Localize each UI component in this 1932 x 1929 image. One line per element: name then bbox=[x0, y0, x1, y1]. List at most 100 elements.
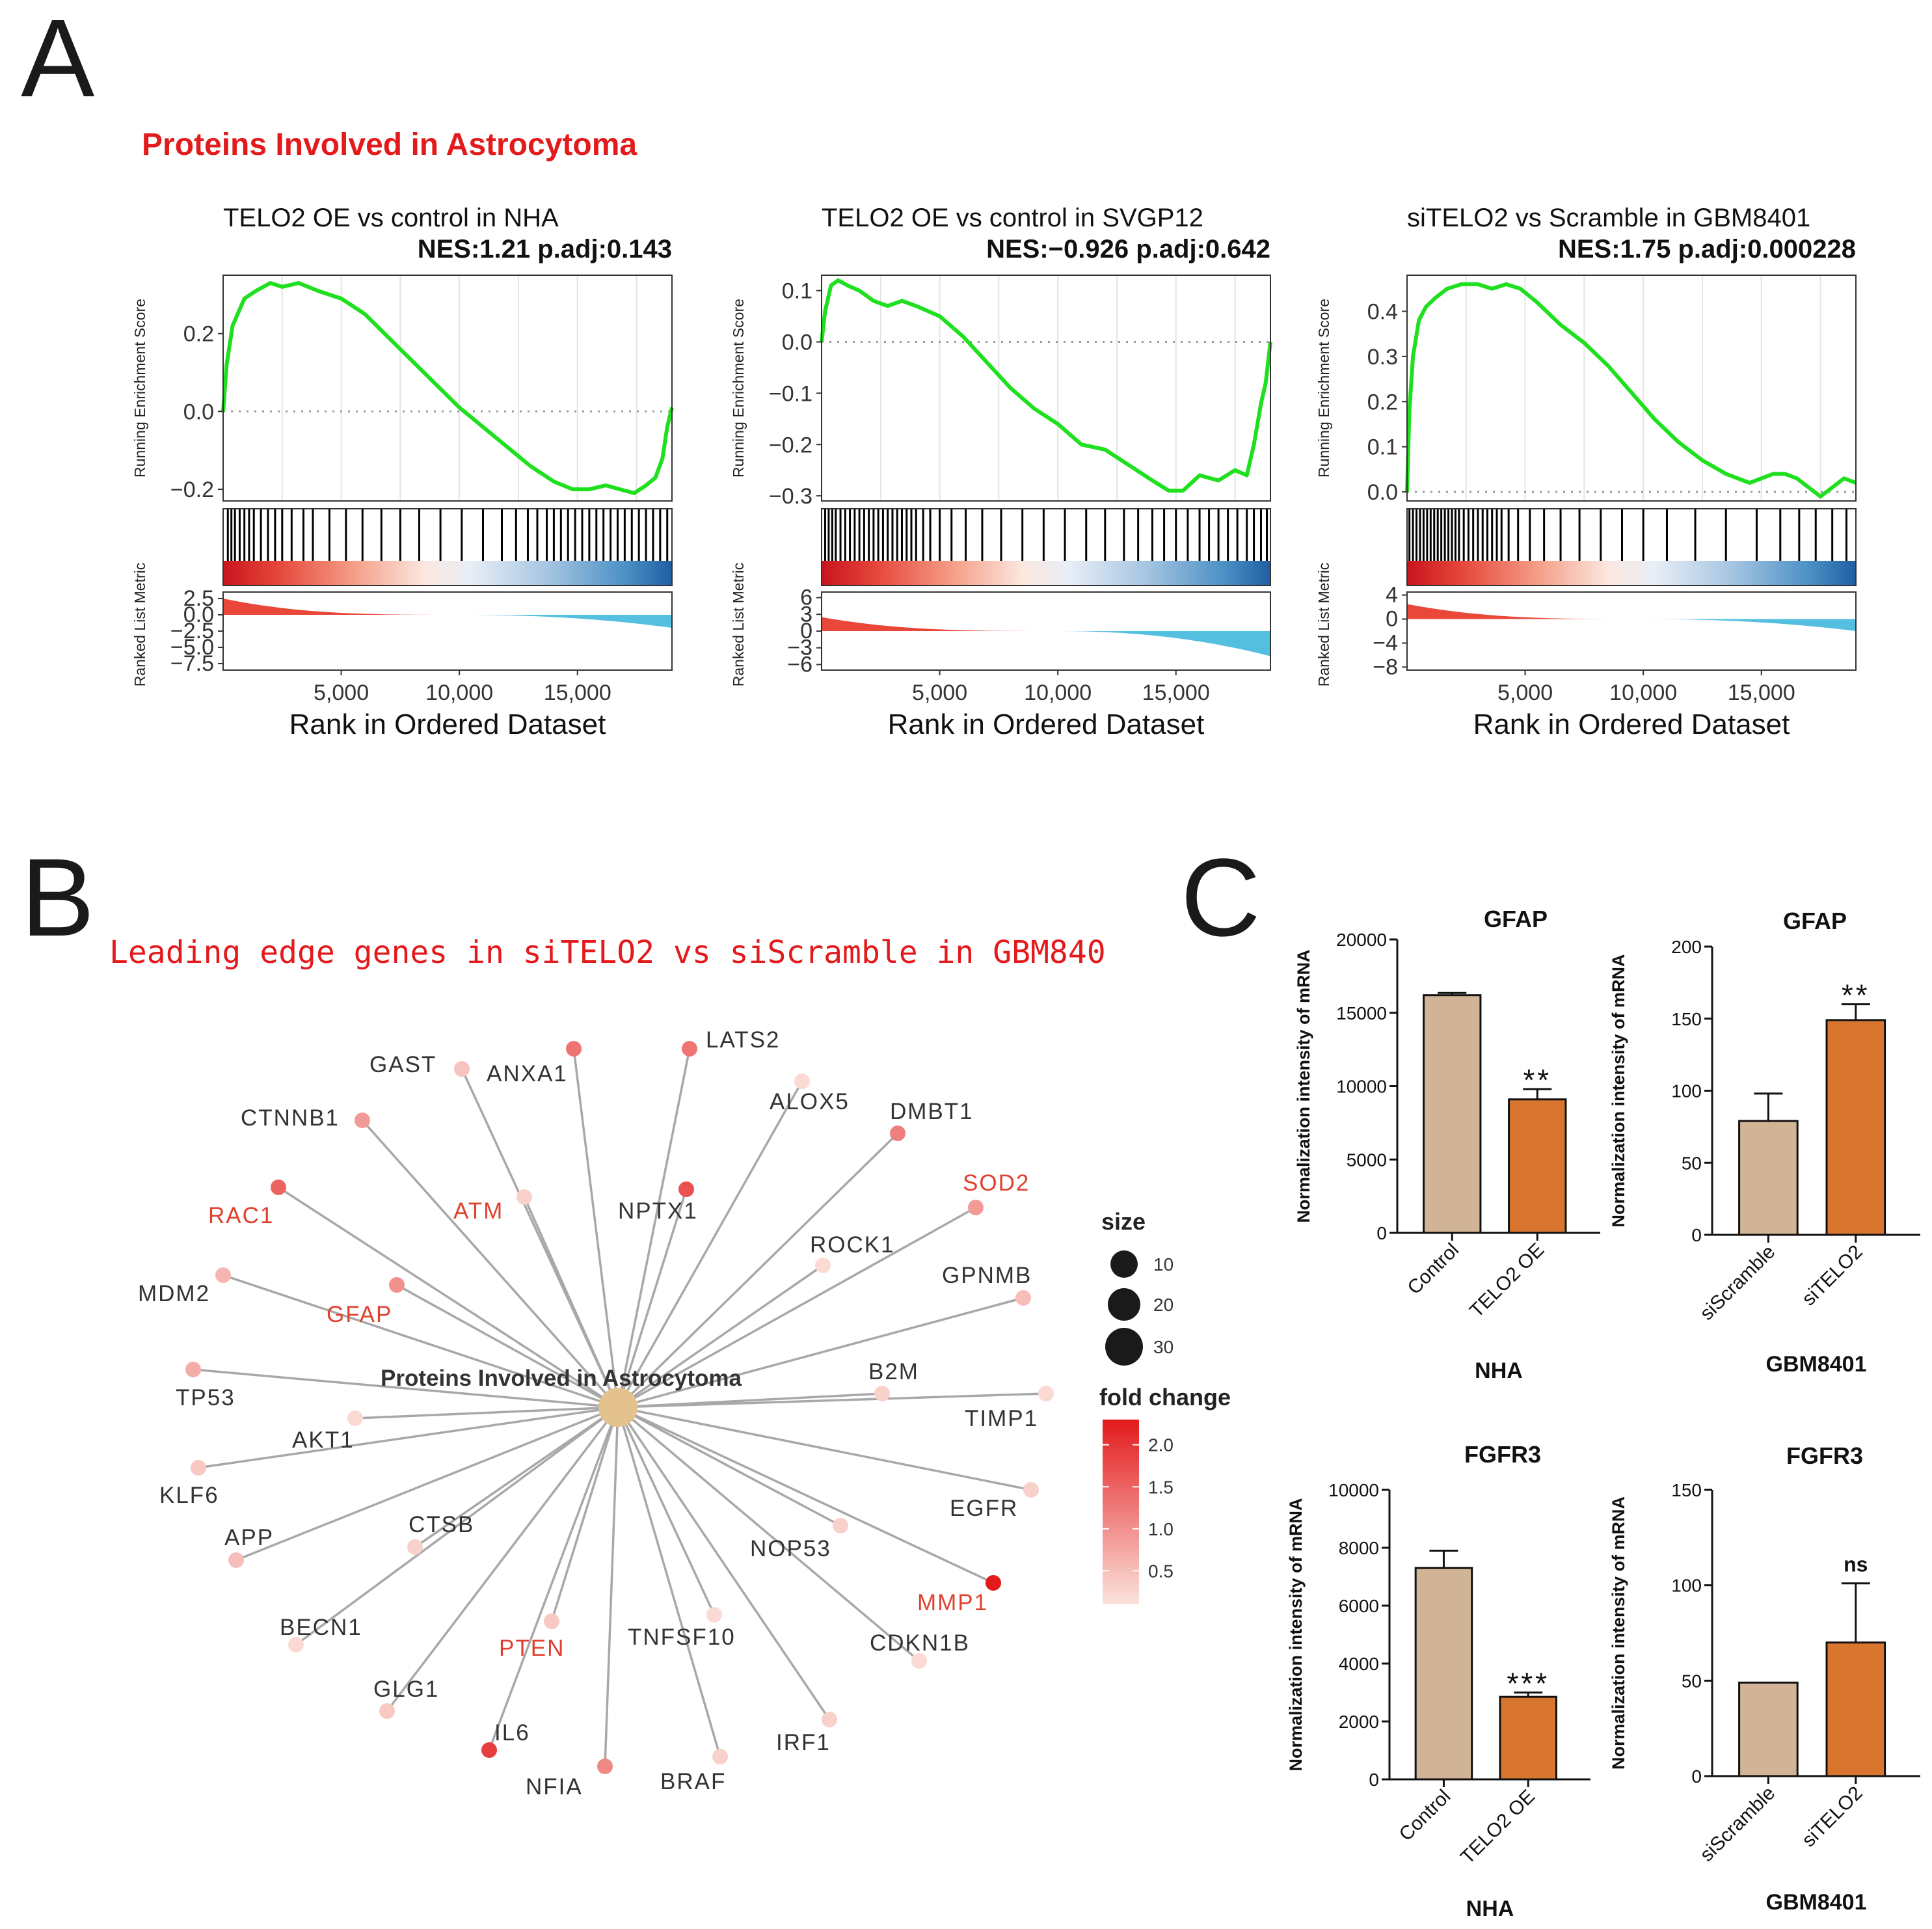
edge-egfr bbox=[617, 1406, 1032, 1491]
bar-control bbox=[1423, 994, 1482, 1234]
gsea-metric-tick-label: 4 bbox=[1386, 583, 1398, 608]
edge-lats2 bbox=[617, 1048, 691, 1408]
bar-ytick-label: 2000 bbox=[1339, 1712, 1379, 1732]
node-label-atm: ATM bbox=[453, 1198, 503, 1224]
gsea-grid bbox=[879, 275, 1236, 501]
node-label-il6: IL6 bbox=[494, 1720, 530, 1746]
gsea-ylabel: Running Enrichment Score bbox=[730, 299, 747, 478]
gsea-title: Proteins Involved in Astrocytoma bbox=[142, 128, 637, 162]
legend-size-10-label: 10 bbox=[1153, 1254, 1174, 1275]
gsea-rank-frame bbox=[1406, 508, 1857, 586]
gsea-metric-tick-label: −4 bbox=[1373, 630, 1398, 655]
legend-size-30-dot bbox=[1105, 1328, 1143, 1366]
gsea-grid bbox=[1465, 275, 1821, 501]
bar-ytick-label: 10000 bbox=[1328, 1480, 1379, 1500]
legend-size-title: size bbox=[1101, 1208, 1146, 1235]
bar-category-label: Control bbox=[1395, 1786, 1455, 1846]
bar-ytick-label: 150 bbox=[1671, 1480, 1702, 1500]
gsea-metric-tick-label: 2.5 bbox=[183, 586, 214, 611]
node-rock1 bbox=[815, 1258, 831, 1273]
legend-size-30-label: 30 bbox=[1153, 1337, 1174, 1357]
edge-dmbt1 bbox=[617, 1132, 899, 1409]
edge-akt1 bbox=[355, 1406, 619, 1420]
edge-klf6 bbox=[198, 1406, 619, 1469]
gsea-metric-ylabel: Ranked List Metric bbox=[131, 563, 148, 686]
node-label-rock1: ROCK1 bbox=[810, 1232, 895, 1258]
bar-ytick-label: 150 bbox=[1671, 1009, 1702, 1029]
gsea-metric-negative bbox=[822, 631, 1270, 656]
network-edges bbox=[193, 1048, 1047, 1767]
bar-chart-title: FGFR3 bbox=[1786, 1442, 1863, 1469]
node-label-nfia: NFIA bbox=[526, 1774, 583, 1800]
node-sod2 bbox=[968, 1200, 984, 1215]
legend-colorbar-ticks: 2.0 1.5 1.0 0.5 bbox=[1103, 1435, 1174, 1581]
gsea-metric-ylabel: Ranked List Metric bbox=[730, 563, 747, 686]
node-label-braf: BRAF bbox=[660, 1769, 726, 1794]
bar-ytick-label: 0 bbox=[1691, 1225, 1702, 1245]
gsea-rank-heatmap bbox=[1407, 561, 1856, 586]
gsea-plot-title: TELO2 OE vs control in SVGP12 bbox=[822, 204, 1203, 232]
bar-telo2-oe bbox=[1499, 1695, 1557, 1781]
gsea-xtick-label: 10,000 bbox=[425, 681, 493, 705]
gsea-es-line bbox=[820, 278, 1272, 493]
edge-timp1 bbox=[617, 1392, 1047, 1409]
node-tnfsf10 bbox=[706, 1607, 722, 1623]
node-label-akt1: AKT1 bbox=[292, 1427, 355, 1453]
gsea-ytick-label: −0.2 bbox=[170, 478, 214, 502]
bar-ytick-label: 20000 bbox=[1336, 930, 1387, 950]
gsea-ytick-label: 0.2 bbox=[1367, 390, 1398, 414]
colorbar-tick-label: 0.5 bbox=[1148, 1561, 1174, 1581]
gsea-ytick-label: 0.0 bbox=[1367, 480, 1398, 505]
gsea-plot-2: TELO2 OE vs control in SVGP12 NES:−0.926 … bbox=[730, 204, 1272, 740]
edge-rock1 bbox=[617, 1264, 824, 1409]
bar-chart-4: FGFR3 0 50 100 150 Normalization intensity of… bbox=[1609, 1442, 1920, 1915]
node-label-ctnnb1: CTNNB1 bbox=[241, 1105, 340, 1131]
node-glg1 bbox=[379, 1703, 395, 1719]
colorbar-tick-label: 1.0 bbox=[1148, 1519, 1174, 1539]
node-label-mmp1: MMP1 bbox=[917, 1590, 988, 1615]
bar-ytick-label: 50 bbox=[1682, 1671, 1702, 1691]
gsea-ytick-label: 0.1 bbox=[1367, 435, 1398, 460]
gsea-ytick-label: 0.0 bbox=[782, 330, 812, 355]
edge-anxa1 bbox=[572, 1048, 619, 1408]
bar-significance: ** bbox=[1842, 978, 1870, 1012]
gsea-plot-1: TELO2 OE vs control in NHA NES:1.21 p.adj… bbox=[131, 204, 674, 740]
legend-size-20-label: 20 bbox=[1153, 1295, 1174, 1315]
node-atm bbox=[517, 1189, 532, 1205]
gsea-plot-3: siTELO2 vs Scramble in GBM8401 NES:1.75 p… bbox=[1315, 204, 1857, 740]
node-label-glg1: GLG1 bbox=[373, 1677, 439, 1702]
network-title: Leading edge genes in siTELO2 vs siScram… bbox=[109, 934, 1106, 971]
gsea-ylabel: Running Enrichment Score bbox=[1315, 299, 1332, 478]
gsea-plot-stats: NES:1.21 p.adj:0.143 bbox=[418, 235, 672, 263]
network-nodes bbox=[185, 1041, 1054, 1774]
edge-cdkn1b bbox=[617, 1406, 920, 1662]
edge-atm bbox=[523, 1196, 619, 1408]
gsea-metric-tick-label: −2.5 bbox=[170, 619, 214, 643]
node-label-lats2: LATS2 bbox=[706, 1027, 780, 1053]
edge-mdm2 bbox=[222, 1274, 619, 1409]
gsea-ytick-label: 0.1 bbox=[782, 279, 812, 304]
bar-sitelo2 bbox=[1825, 1019, 1886, 1236]
node-il6 bbox=[481, 1742, 497, 1758]
panel-label-c: C bbox=[1181, 836, 1261, 960]
bar-ytick-label: 0 bbox=[1376, 1223, 1387, 1243]
bar-ytick-label: 50 bbox=[1682, 1153, 1702, 1173]
gsea-metric-tick-label: −5.0 bbox=[170, 635, 214, 660]
node-pten bbox=[544, 1613, 559, 1629]
gsea-es-line bbox=[1405, 282, 1857, 499]
bar-chart-1: GFAP 0 5000 10000 15000 20000 Normalization in… bbox=[1294, 906, 1600, 1383]
bar-siscramble bbox=[1738, 1120, 1799, 1236]
gsea-ytick-label: −0.1 bbox=[769, 381, 812, 406]
bar-category-label: TELO2 OE bbox=[1466, 1239, 1548, 1322]
gsea-xtick-label: 10,000 bbox=[1609, 681, 1677, 705]
bar-telo2-oe bbox=[1508, 1098, 1567, 1234]
edge-nop53 bbox=[617, 1406, 841, 1527]
node-nop53 bbox=[833, 1518, 848, 1533]
node-label-klf6: KLF6 bbox=[159, 1483, 219, 1508]
gsea-plot-title: TELO2 OE vs control in NHA bbox=[223, 204, 559, 232]
edge-becn1 bbox=[295, 1406, 619, 1646]
bar-sitelo2 bbox=[1825, 1641, 1886, 1777]
bar-group-label: NHA bbox=[1466, 1896, 1514, 1921]
edge-alox5 bbox=[617, 1081, 803, 1408]
